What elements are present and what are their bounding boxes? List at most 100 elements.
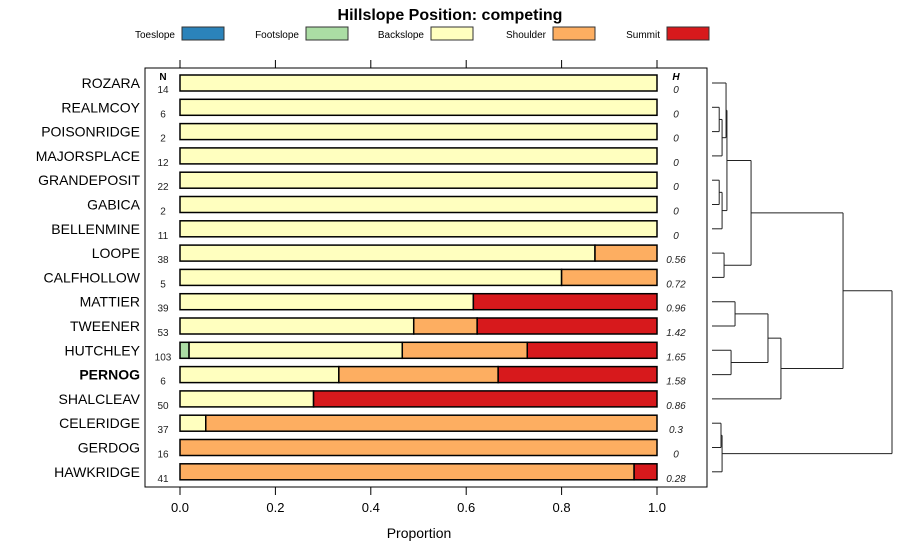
x-axis-label: Proportion [387,525,452,541]
bar-segment-backslope [188,341,404,360]
bar-segment-backslope [179,220,658,238]
n-value: 14 [157,85,169,96]
row-loope: LOOPE 38 0.56 [92,244,686,266]
n-header: N [159,72,166,83]
bar-segment-summit [476,317,658,335]
legend: Toeslope Footslope Backslope Shoulder Summit [135,26,710,41]
row-label: REALMCOY [61,99,140,115]
legend-swatch-summit [666,26,710,41]
n-value: 16 [157,450,169,461]
h-value: 1.65 [666,352,686,363]
n-value: 39 [157,304,169,315]
n-value: 2 [160,207,166,218]
bar-segment-backslope [179,147,658,165]
bar-segment-shoulder [412,317,478,335]
row-celeridge: CELERIDGE 37 0.3 [59,414,683,436]
x-tick-label: 0.0 [171,500,189,515]
row-gabica: GABICA 2 0 [87,195,679,218]
bar-segment-summit [526,341,658,360]
legend-label-shoulder: Shoulder [506,30,547,41]
plot-panel [144,67,708,488]
row-pernog: PERNOG 6 1.58 [79,365,686,388]
x-tick-label: 0.2 [266,500,284,515]
row-label: HAWKRIDGE [54,464,140,480]
row-label: CALFHOLLOW [44,269,141,285]
row-gerdog: GERDOG 16 0 [78,438,679,461]
bar-segment-backslope [179,390,315,408]
h-value: 0 [673,134,679,145]
n-value: 11 [158,231,169,242]
row-label: MATTIER [80,294,140,310]
h-value: 0 [673,109,679,120]
row-hutchley: HUTCHLEY 103 1.65 [65,341,686,363]
h-value: 0 [673,182,679,193]
bar-segment-summit [312,390,658,408]
h-value: 0.86 [666,401,686,412]
bar-segment-backslope [179,74,658,92]
n-value: 50 [157,401,169,412]
h-value: 1.42 [666,328,686,339]
bar-segment-backslope [179,195,658,214]
x-tick-label: 0.4 [362,500,380,515]
x-tick-label: 0.6 [457,500,475,515]
legend-label-footslope: Footslope [255,30,299,41]
bar-segment-backslope [179,171,658,189]
row-calfhollow: CALFHOLLOW 5 0.72 [44,268,686,290]
row-mattier: MATTIER 39 0.96 [80,292,686,315]
bar-segment-summit [633,463,658,481]
h-value: 0 [673,231,679,242]
row-label: CELERIDGE [59,415,140,431]
n-value: 37 [157,425,169,436]
n-value: 22 [157,182,169,193]
row-label: BELLENMINE [51,221,140,237]
n-value: 53 [157,328,169,339]
bar-segment-shoulder [205,414,658,432]
x-tick-label: 0.8 [553,500,571,515]
bar-segment-backslope [179,122,658,141]
row-shalcleav: SHALCLEAV 50 0.86 [59,390,686,412]
n-value: 6 [160,109,166,120]
bar-segment-summit [472,292,658,311]
n-value: 5 [160,279,166,290]
h-value: 0.96 [666,304,686,315]
row-label: POISONRIDGE [41,124,140,140]
bar-segment-shoulder [179,463,635,481]
row-hawkridge: HAWKRIDGE 41 0.28 [54,463,686,485]
h-value: 1.58 [666,377,686,388]
legend-swatch-backslope [430,26,474,41]
row-label: PERNOG [79,367,140,383]
bar-segment-backslope [179,414,207,432]
x-tick-label: 1.0 [648,500,666,515]
row-poisonridge: POISONRIDGE 2 0 [41,122,679,145]
row-label: GABICA [87,197,141,213]
n-value: 38 [157,255,169,266]
h-value: 0.3 [669,425,683,436]
bar-segment-backslope [179,98,658,117]
row-label: HUTCHLEY [65,342,141,358]
legend-swatch-footslope [305,26,349,41]
chart-title: Hillslope Position: competing [338,7,563,24]
row-label: GERDOG [78,440,140,456]
bar-segment-backslope [179,292,475,311]
bar-segment-shoulder [338,365,499,384]
row-majorsplace: MAJORSPLACE 12 0 [36,147,679,169]
legend-swatch-toeslope [181,26,225,41]
dendrogram [712,82,893,473]
h-value: 0 [673,85,679,96]
bar-segment-backslope [179,244,596,262]
row-label: MAJORSPLACE [36,148,140,164]
row-tweener: TWEENER 53 1.42 [70,317,686,339]
n-value: 103 [155,352,172,363]
h-value: 0.72 [666,279,686,290]
h-value: 0 [673,158,679,169]
bar-segment-backslope [179,317,415,335]
x-axis: 0.0 0.2 0.4 0.6 0.8 1.0 [171,60,666,515]
bar-segment-shoulder [179,438,658,457]
row-rozara: ROZARA 14 0 [82,74,679,96]
row-label: LOOPE [92,245,140,261]
legend-label-backslope: Backslope [378,30,425,41]
row-label: SHALCLEAV [59,391,141,407]
bar-segment-shoulder [594,244,658,262]
h-header: H [672,72,680,83]
